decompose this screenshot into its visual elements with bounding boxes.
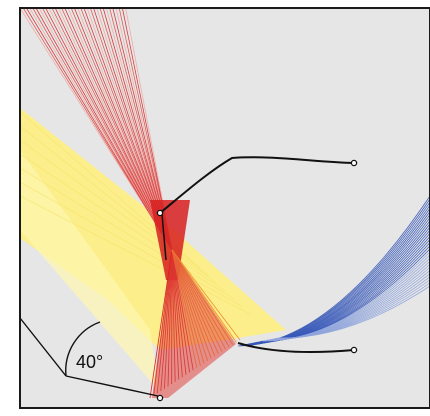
red-incoming-ray bbox=[29, 8, 173, 251]
blue-ray-fan bbox=[237, 195, 430, 347]
yellow-band-lower bbox=[20, 150, 160, 392]
yellow-band-streak bbox=[20, 195, 251, 315]
red-outgoing-ray bbox=[171, 249, 241, 341]
pivot-dot-lower-right bbox=[350, 346, 358, 354]
diagram-frame bbox=[19, 7, 430, 409]
red-outgoing-ray bbox=[171, 249, 237, 343]
yellow-light-band bbox=[20, 108, 286, 392]
angle-label: 40° bbox=[76, 352, 103, 372]
angle-arc bbox=[65, 321, 101, 377]
red-incoming-ray bbox=[26, 8, 173, 251]
red-incoming-ray bbox=[22, 8, 173, 251]
yellow-band-streak bbox=[20, 181, 243, 307]
red-incoming-ray bbox=[45, 8, 173, 251]
red-incoming-ray bbox=[35, 8, 173, 251]
angle-side bbox=[19, 317, 67, 377]
red-incoming-ray bbox=[48, 8, 173, 251]
yellow-band-streak bbox=[20, 167, 234, 300]
pivot-dot-upper-right bbox=[350, 159, 358, 167]
red-ray-fan bbox=[20, 8, 241, 399]
mirror-connector bbox=[161, 213, 167, 261]
red-incoming-ray bbox=[38, 8, 173, 251]
red-incoming-ray bbox=[42, 8, 173, 251]
lower-curved-mirror bbox=[237, 342, 355, 353]
red-outgoing-fill bbox=[152, 250, 236, 398]
yellow-band-main bbox=[20, 108, 286, 350]
pivot-dot-upper-left bbox=[156, 209, 164, 217]
red-outgoing-ray bbox=[149, 249, 173, 399]
red-incoming-ray bbox=[20, 8, 173, 251]
angle-baseline bbox=[65, 375, 159, 397]
red-incoming-ray bbox=[32, 8, 173, 251]
upper-curved-mirror bbox=[159, 156, 355, 214]
yellow-band-streak bbox=[20, 139, 218, 284]
yellow-band-streak bbox=[20, 153, 226, 292]
pivot-dot-bottom bbox=[156, 394, 164, 402]
blue-ray bbox=[277, 285, 430, 339]
